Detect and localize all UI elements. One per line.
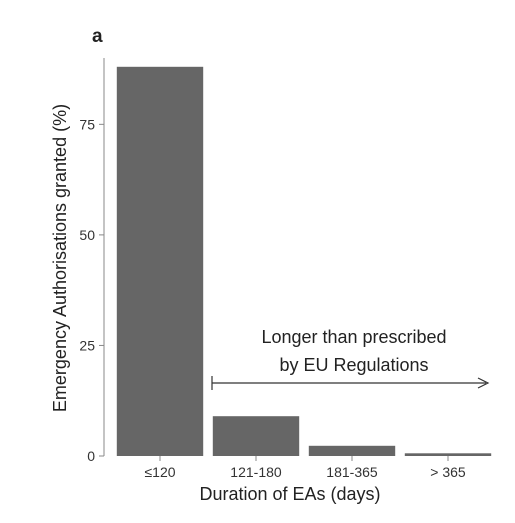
bar-2 <box>308 445 396 456</box>
y-axis-title: Emergency Authorisations granted (%) <box>50 104 70 412</box>
bar-0 <box>116 66 204 457</box>
x-tick-label-3: > 365 <box>430 464 466 480</box>
bars-group <box>116 66 492 457</box>
y-ticks-group: 0 25 50 75 <box>79 116 104 464</box>
y-tick-label-3: 75 <box>79 116 95 132</box>
y-tick-label-1: 25 <box>79 337 95 353</box>
bar-1 <box>212 416 300 456</box>
y-tick-label-0: 0 <box>87 448 95 464</box>
annotation-line-1: Longer than prescribed <box>261 327 446 347</box>
x-tick-label-0: ≤120 <box>144 464 175 480</box>
y-tick-label-2: 50 <box>79 227 95 243</box>
x-tick-label-1: 121-180 <box>230 464 282 480</box>
bar-3 <box>404 453 492 456</box>
annotation-line-2: by EU Regulations <box>279 355 428 375</box>
x-ticks-group: ≤120 121-180 181-365 > 365 <box>144 456 466 480</box>
annotation-arrow-head <box>477 377 490 389</box>
x-axis-title: Duration of EAs (days) <box>199 484 380 504</box>
x-tick-label-2: 181-365 <box>326 464 378 480</box>
panel-label: a <box>92 26 103 47</box>
